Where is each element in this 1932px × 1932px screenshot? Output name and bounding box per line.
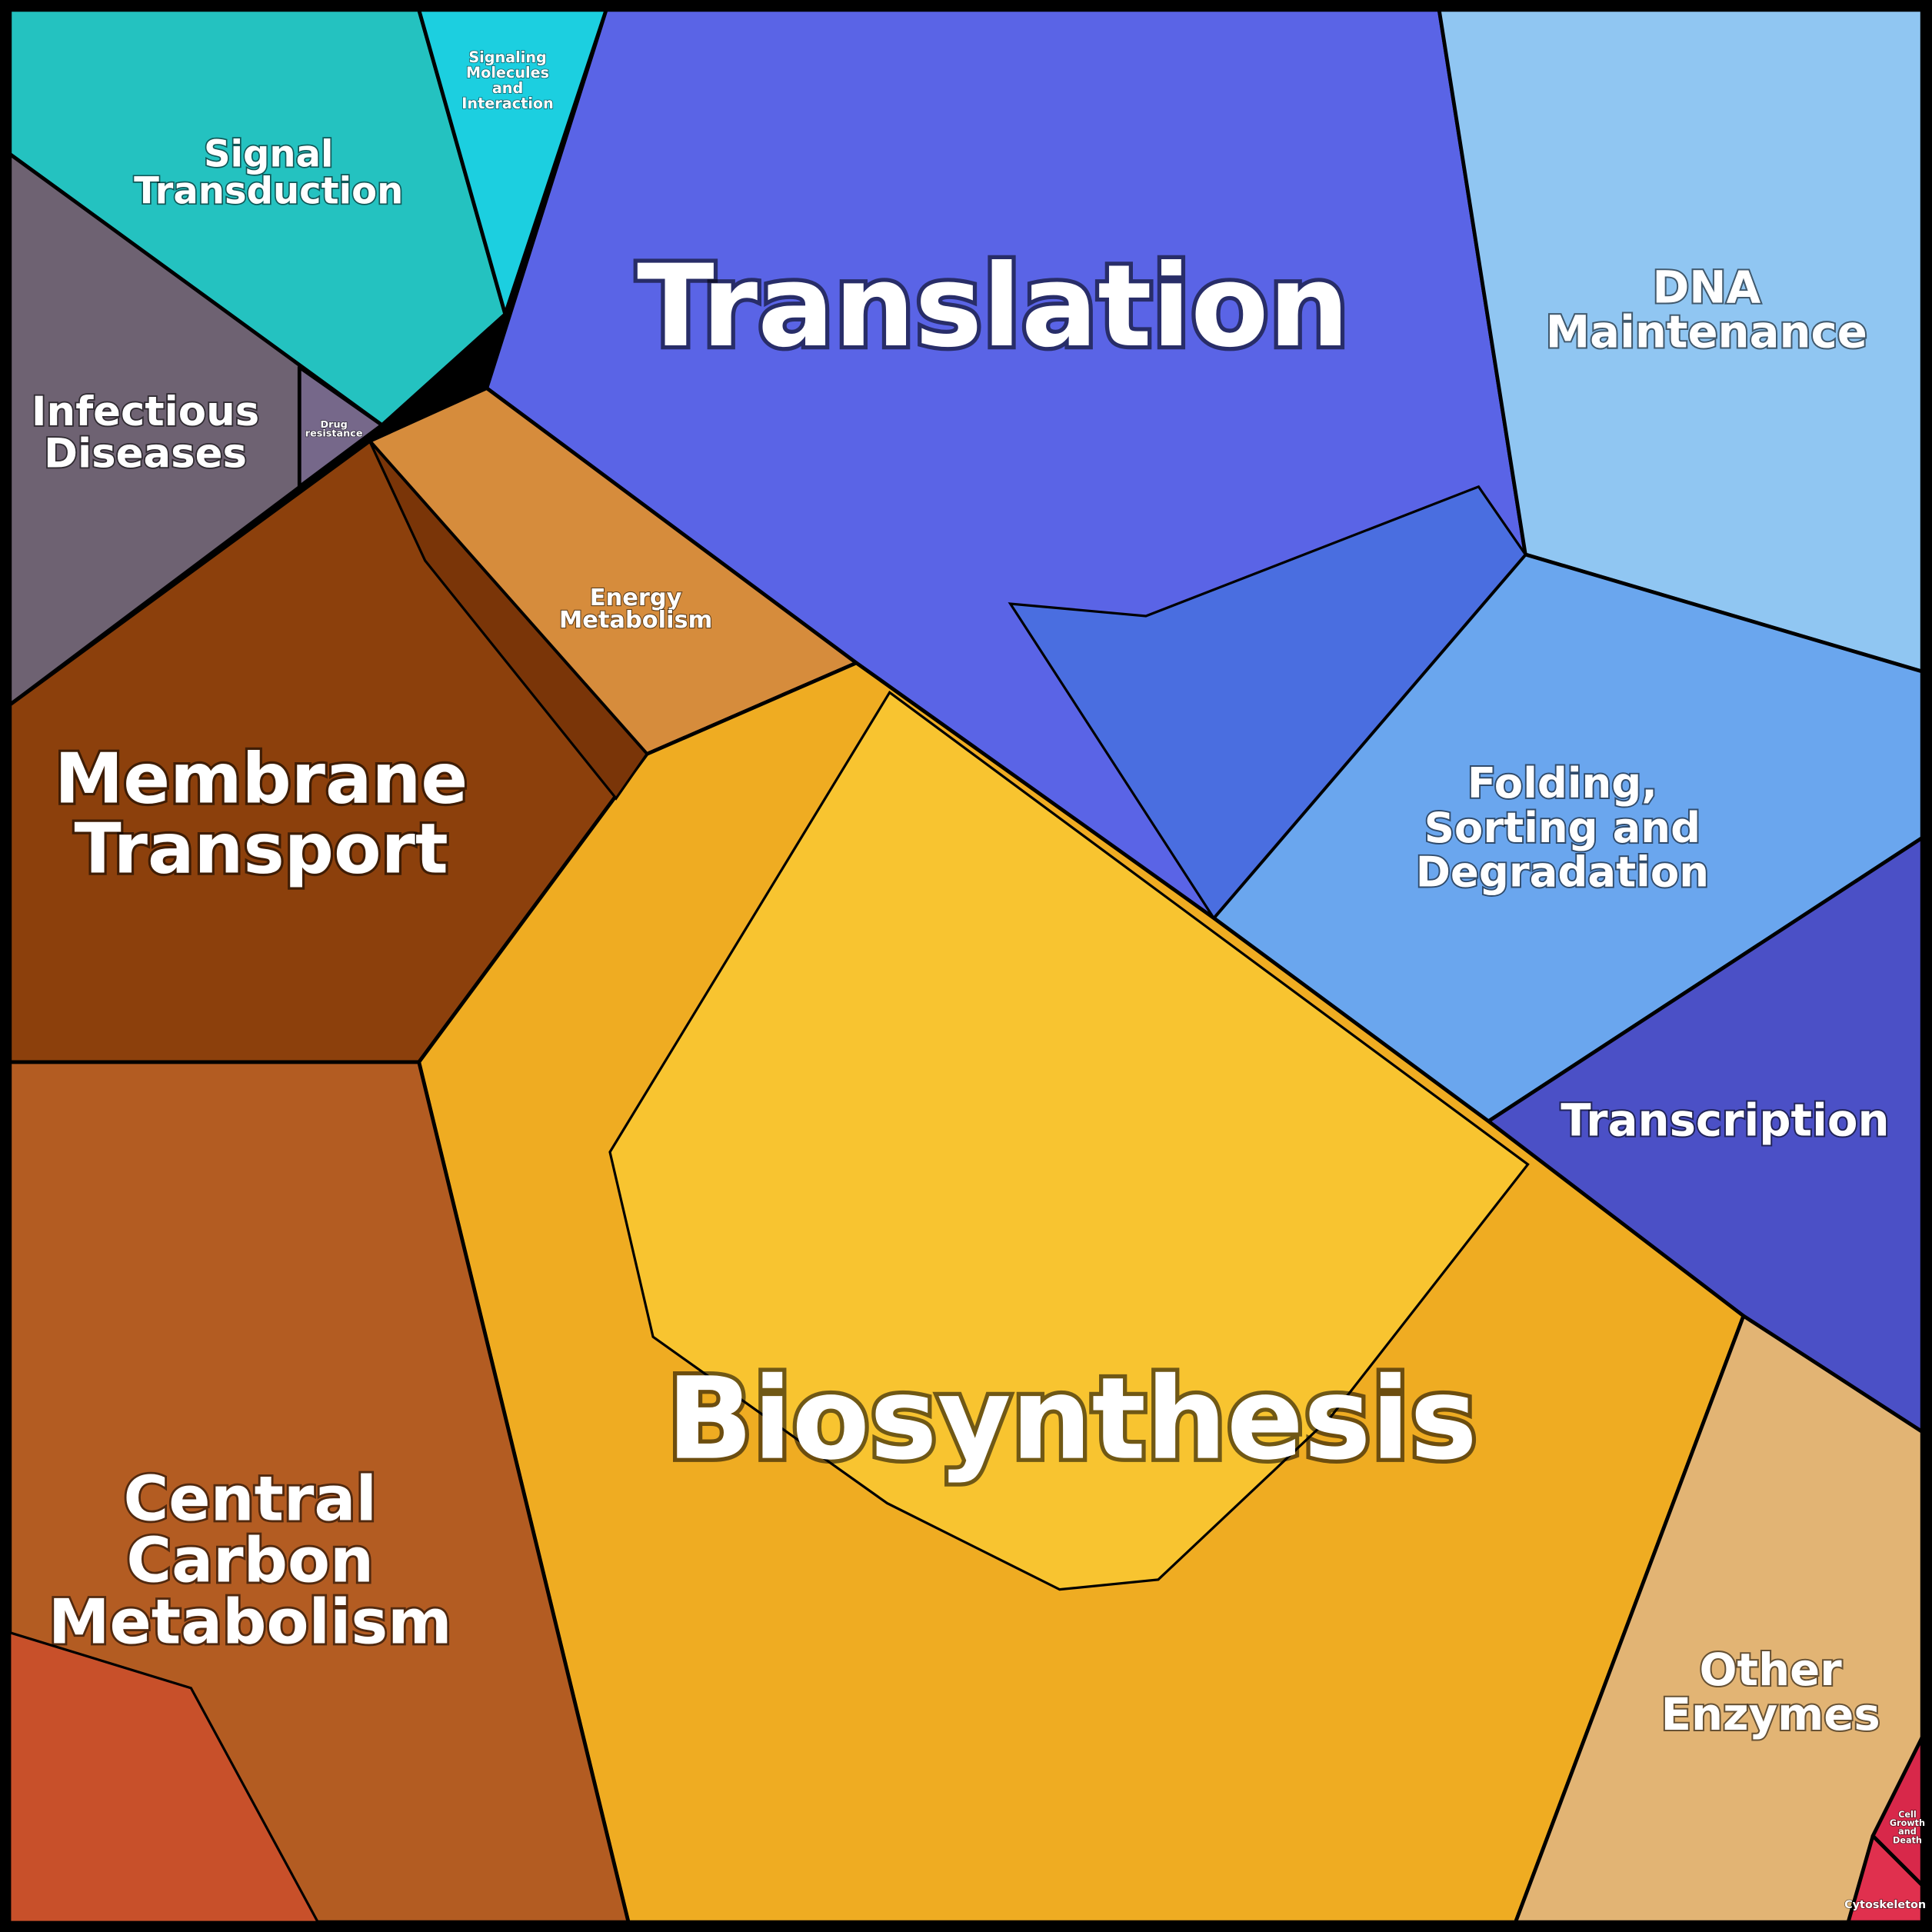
signal-transduction-region [8,8,508,428]
region-label: Drug [321,419,348,431]
region-label: Transduction [134,170,403,213]
region-label: Other [1700,1644,1843,1696]
region-label: Growth [1890,1818,1925,1828]
translation-subregion [1008,485,1527,921]
region-label: Metabolism [559,607,712,634]
biosynthesis-subregion [608,691,1530,1591]
region-label: Enzymes [1661,1688,1880,1740]
region-label: resistance [305,428,363,439]
region-label: Carbon [126,1525,374,1597]
infectious-diseases-region [8,152,385,707]
region-label: Signaling [468,48,546,66]
region-label: Translation [637,240,1349,372]
central-carbon-subregion [8,1631,321,1924]
region-label: Central [124,1463,377,1534]
region-label: Molecules [466,64,549,82]
region-label: Cell [1898,1810,1917,1820]
drug-resistance-region [297,365,385,489]
region-label: Interaction [461,95,554,112]
region-label: Biosynthesis [667,1353,1477,1485]
region-label: DNA [1652,261,1760,314]
region-label: Energy [590,585,682,611]
membrane-subregion [368,440,649,801]
signaling-molecules-region [417,8,608,316]
region-label: Transcription [1561,1094,1889,1147]
labels: SignalTransductionSignalingMoleculesandI… [30,48,1927,1912]
region-label: Membrane [55,739,468,819]
region-label: and [1898,1827,1917,1837]
region-label: Cytoskeleton [1844,1899,1926,1911]
region-label: Death [1893,1835,1922,1845]
cytoskeleton-region [1846,1834,1924,1924]
region-label: Sorting and [1424,803,1700,852]
region-label: Signal [204,132,334,175]
region-label: Folding, [1467,758,1657,808]
region-label: Infectious [32,388,259,435]
region-label: Diseases [44,430,247,477]
region-label: Maintenance [1546,305,1867,358]
region-label: Transport [74,810,448,890]
region-label: Degradation [1416,848,1709,897]
region-label: Metabolism [48,1587,452,1658]
region-label: and [492,79,523,97]
